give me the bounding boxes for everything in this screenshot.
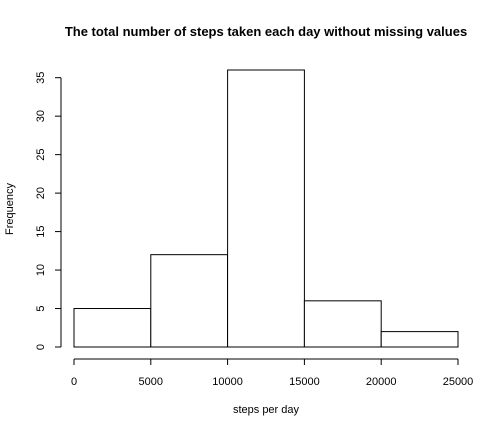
x-tick-label: 0 bbox=[71, 376, 77, 388]
x-tick-label: 10000 bbox=[212, 376, 243, 388]
bars-group bbox=[73, 69, 459, 348]
histogram-bar-3 bbox=[303, 300, 382, 348]
x-tick-label: 15000 bbox=[289, 376, 320, 388]
histogram-bar-2 bbox=[227, 69, 305, 348]
histogram-bar-0 bbox=[73, 308, 152, 348]
x-tick-label: 5000 bbox=[139, 376, 163, 388]
x-tick-label: 25000 bbox=[443, 376, 474, 388]
y-axis-label: Frequency bbox=[4, 183, 16, 235]
y-tick-label: 15 bbox=[35, 225, 47, 237]
x-axis-label: steps per day bbox=[233, 404, 300, 416]
x-axis: 0 5000 10000 15000 20000 25000 bbox=[71, 358, 474, 388]
y-tick-label: 0 bbox=[35, 344, 47, 350]
histogram-bar-4 bbox=[380, 331, 459, 348]
histogram-bar-1 bbox=[150, 254, 229, 348]
y-tick-label: 20 bbox=[35, 187, 47, 199]
chart-title: The total number of steps taken each day… bbox=[65, 24, 467, 39]
x-tick-label: 20000 bbox=[366, 376, 397, 388]
y-tick-label: 5 bbox=[35, 305, 47, 311]
y-tick-label: 10 bbox=[35, 264, 47, 276]
y-tick-label: 25 bbox=[35, 149, 47, 161]
y-axis: 0 5 10 15 20 25 30 35 bbox=[35, 72, 62, 350]
y-tick-label: 30 bbox=[35, 110, 47, 122]
y-tick-label: 35 bbox=[35, 72, 47, 84]
